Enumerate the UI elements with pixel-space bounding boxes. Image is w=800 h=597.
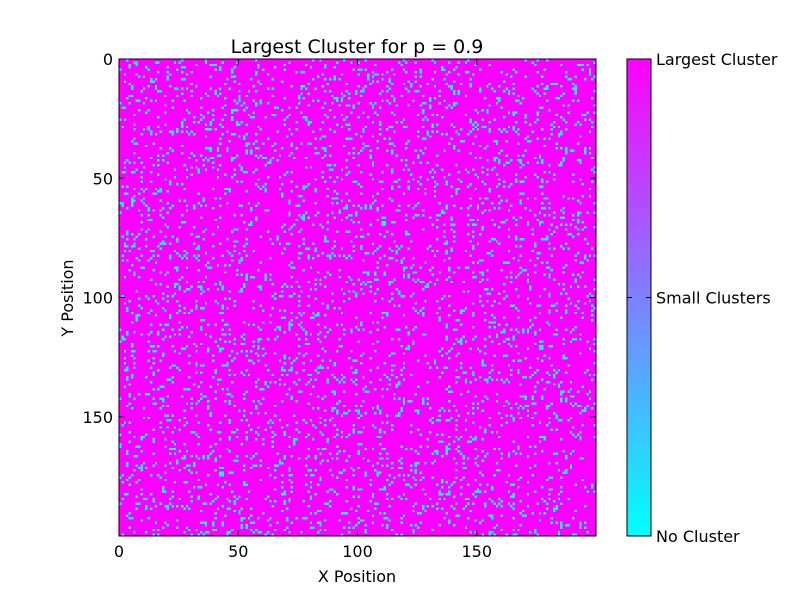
colorbar-ticks: No Cluster Small Clusters Largest Cluster [627,50,778,546]
x-axis: 0 50 100 150 [114,59,492,561]
y-axis-label: Y Position [58,259,77,337]
heatmap-area [118,58,597,537]
y-axis: 0 50 100 150 [82,50,596,427]
x-axis-label: X Position [318,567,396,586]
y-tick-label: 150 [82,408,113,427]
colorbar-label: Largest Cluster [656,50,778,69]
x-tick-label: 50 [228,542,248,561]
y-tick-label: 50 [93,169,113,188]
x-tick-label: 150 [461,542,492,561]
heatmap-cells [119,59,596,536]
x-tick-label: 100 [342,542,373,561]
colorbar: No Cluster Small Clusters Largest Cluster [626,50,778,546]
y-tick-label: 0 [103,50,113,69]
colorbar-label: Small Clusters [656,289,771,308]
colorbar-label: No Cluster [656,527,740,546]
chart-title: Largest Cluster for p = 0.9 [231,36,484,58]
x-tick-label: 0 [114,542,124,561]
y-tick-label: 100 [82,289,113,308]
